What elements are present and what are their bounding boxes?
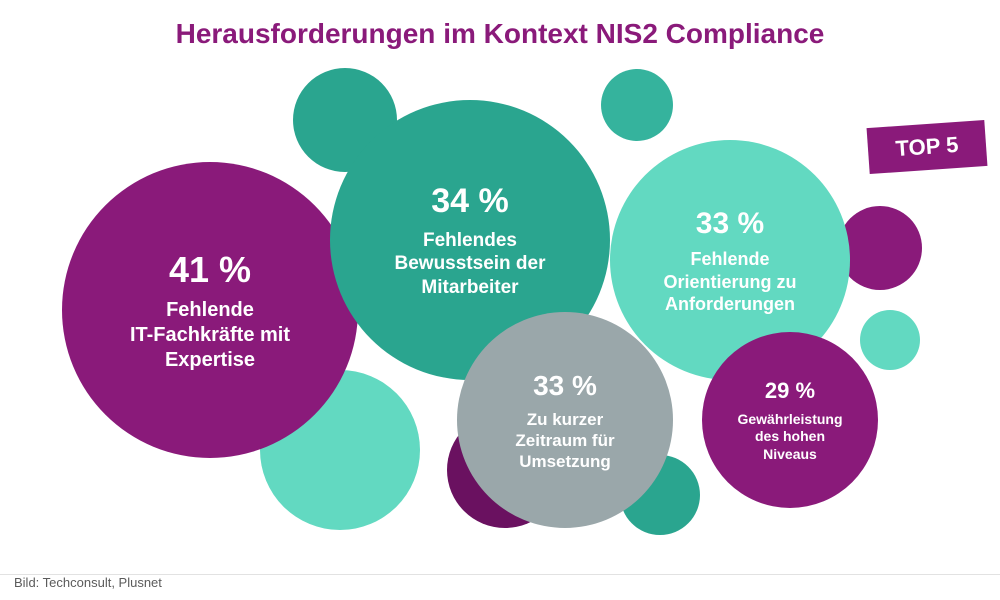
data-circle-zeitraum: 33 % Zu kurzer Zeitraum für Umsetzung [457,312,673,528]
top5-badge: TOP 5 [867,120,988,174]
circle-label: Zu kurzer Zeitraum für Umsetzung [515,409,614,473]
percent-value: 34 % [431,180,509,223]
circle-label: Fehlende Orientierung zu Anforderungen [663,248,796,316]
percent-value: 33 % [696,205,764,243]
chart-title: Herausforderungen im Kontext NIS2 Compli… [0,18,1000,50]
circle-label: Fehlende IT-Fachkräfte mit Expertise [130,298,290,373]
image-credit: Bild: Techconsult, Plusnet [14,575,162,590]
circle-label: Fehlendes Bewusstsein der Mitarbeiter [395,229,546,300]
decor-circle [860,310,920,370]
percent-value: 41 % [169,247,251,292]
bubble-infographic: Herausforderungen im Kontext NIS2 Compli… [0,0,1000,600]
decor-circle [838,206,922,290]
data-circle-niveau: 29 % Gewährleistung des hohen Niveaus [702,332,878,508]
decor-circle [601,69,673,141]
percent-value: 29 % [765,377,815,405]
percent-value: 33 % [533,368,597,403]
circle-label: Gewährleistung des hohen Niveaus [737,411,842,464]
data-circle-it-fachkraefte: 41 % Fehlende IT-Fachkräfte mit Expertise [62,162,358,458]
